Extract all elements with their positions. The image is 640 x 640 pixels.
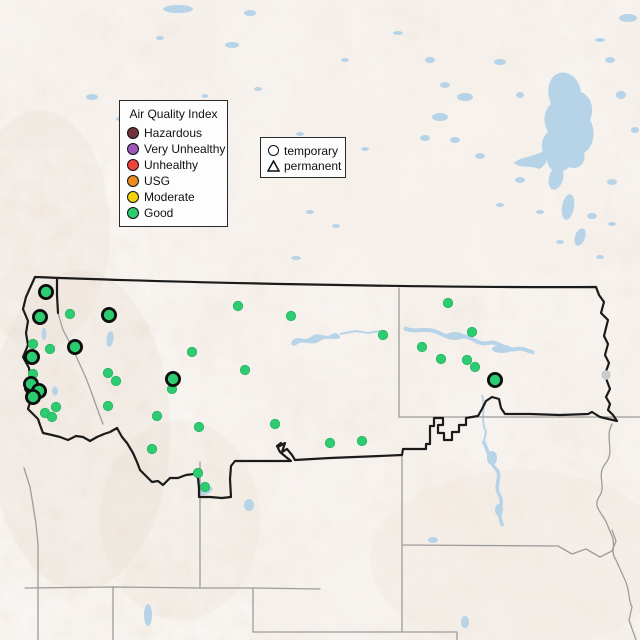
monitor-marker-small[interactable] xyxy=(324,437,336,449)
monitor-marker-large[interactable] xyxy=(23,348,40,365)
aqi-color-swatch-icon xyxy=(127,207,139,219)
aqi-legend-label: Very Unhealthy xyxy=(144,142,226,156)
monitor-marker-small[interactable] xyxy=(193,421,205,433)
marker-legend-item: temporary xyxy=(267,143,339,158)
monitor-marker-small[interactable] xyxy=(469,361,481,373)
monitor-marker-small[interactable] xyxy=(46,411,58,423)
aqi-legend-label: Good xyxy=(144,206,174,220)
monitor-marker-small[interactable] xyxy=(102,367,114,379)
monitor-marker-large[interactable] xyxy=(486,371,503,388)
monitor-marker-layer xyxy=(22,283,611,493)
aqi-legend-label: Hazardous xyxy=(144,126,203,140)
aqi-legend-item: Very Unhealthy xyxy=(120,141,227,157)
monitor-marker-nodata[interactable] xyxy=(601,370,611,380)
aqi-legend-item: Unhealthy xyxy=(120,157,227,173)
monitor-marker-small[interactable] xyxy=(110,375,122,387)
aqi-legend-item: Good xyxy=(120,205,227,221)
marker-legend-label: temporary xyxy=(284,143,339,158)
monitor-marker-large[interactable] xyxy=(24,388,41,405)
aqi-legend-item: Hazardous xyxy=(120,125,227,141)
aqi-legend-item: USG xyxy=(120,173,227,189)
monitor-marker-small[interactable] xyxy=(239,364,251,376)
monitor-marker-small[interactable] xyxy=(435,353,447,365)
monitor-marker-large[interactable] xyxy=(101,306,118,323)
state-borders xyxy=(23,287,640,640)
monitor-marker-small[interactable] xyxy=(416,341,428,353)
aqi-color-swatch-icon xyxy=(127,191,139,203)
monitor-marker-small[interactable] xyxy=(50,401,62,413)
monitor-marker-small[interactable] xyxy=(199,481,211,493)
marker-legend-items: temporary permanent xyxy=(267,143,342,173)
monitor-marker-large[interactable] xyxy=(38,283,55,300)
region-outline xyxy=(21,275,619,500)
aqi-legend-label: Unhealthy xyxy=(144,158,199,172)
aqi-legend-label: USG xyxy=(144,174,171,188)
lakes-and-rivers xyxy=(41,5,639,628)
aqi-color-swatch-icon xyxy=(127,143,139,155)
monitor-marker-large[interactable] xyxy=(32,308,49,325)
permanent-triangle-icon xyxy=(267,159,280,172)
monitor-marker-small[interactable] xyxy=(466,326,478,338)
aqi-legend-items: Hazardous Very Unhealthy Unhealthy USG Moder… xyxy=(120,125,227,221)
monitor-marker-small[interactable] xyxy=(186,346,198,358)
monitor-marker-small[interactable] xyxy=(44,343,56,355)
circle-outline-icon xyxy=(268,145,279,156)
aqi-legend-title: Air Quality Index xyxy=(129,107,218,121)
monitor-marker-small[interactable] xyxy=(442,297,454,309)
triangle-outline-icon xyxy=(267,159,280,172)
monitor-marker-small[interactable] xyxy=(356,435,368,447)
monitor-marker-small[interactable] xyxy=(146,443,158,455)
aqi-legend: Air Quality Index Hazardous Very Unhealth… xyxy=(119,100,228,227)
temporary-circle-icon xyxy=(267,144,280,157)
monitor-marker-small[interactable] xyxy=(102,400,114,412)
aqi-legend-label: Moderate xyxy=(144,190,195,204)
monitor-marker-small[interactable] xyxy=(232,300,244,312)
monitor-marker-small[interactable] xyxy=(64,308,76,320)
monitor-marker-small[interactable] xyxy=(285,310,297,322)
marker-shape-legend: temporary permanent xyxy=(260,137,346,178)
marker-legend-item: permanent xyxy=(267,158,342,173)
monitor-marker-small[interactable] xyxy=(461,354,473,366)
monitor-marker-small[interactable] xyxy=(27,338,39,350)
aqi-color-swatch-icon xyxy=(127,175,139,187)
marker-legend-label: permanent xyxy=(284,158,342,173)
monitor-marker-small[interactable] xyxy=(151,410,163,422)
monitor-marker-small[interactable] xyxy=(377,329,389,341)
monitor-marker-large[interactable] xyxy=(164,370,181,387)
monitor-marker-small[interactable] xyxy=(269,418,281,430)
aqi-color-swatch-icon xyxy=(127,159,139,171)
monitor-marker-large[interactable] xyxy=(67,338,84,355)
monitor-marker-small[interactable] xyxy=(192,467,204,479)
aqi-color-swatch-icon xyxy=(127,127,139,139)
aqi-legend-item: Moderate xyxy=(120,189,227,205)
